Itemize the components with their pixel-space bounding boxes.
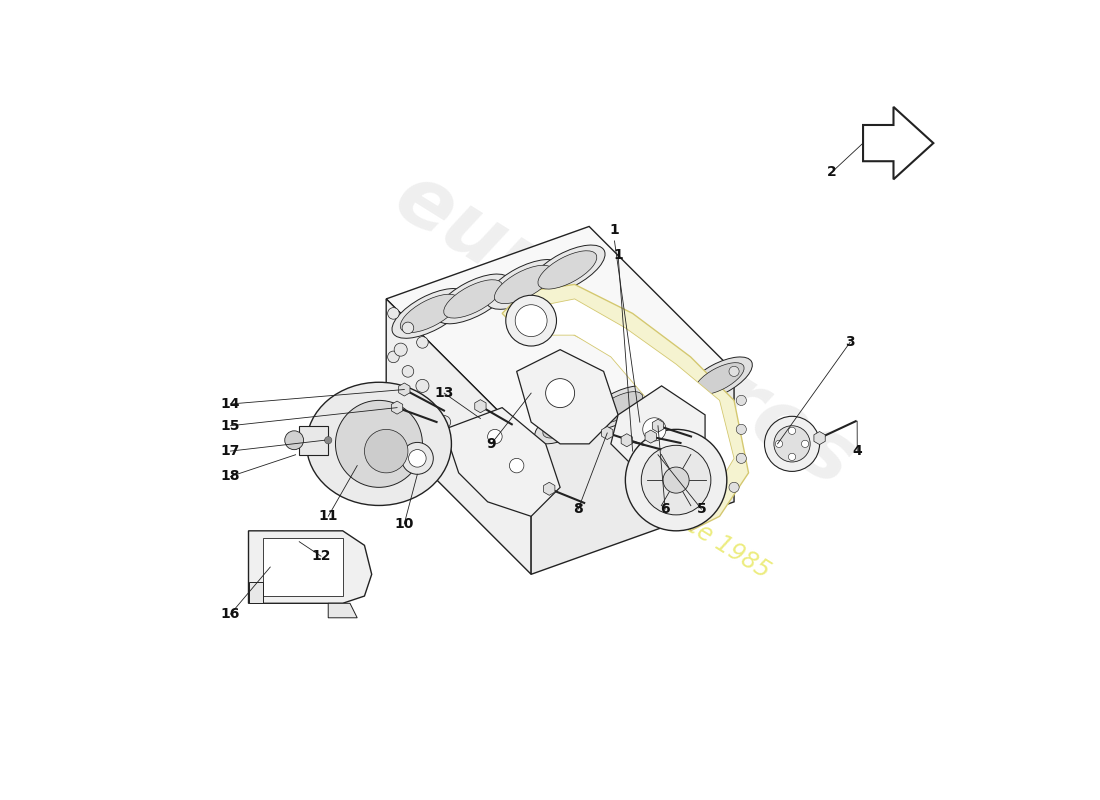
Text: a passion for parts since 1985: a passion for parts since 1985	[460, 373, 774, 582]
Circle shape	[416, 379, 429, 393]
Polygon shape	[263, 538, 343, 596]
Text: 10: 10	[395, 517, 414, 530]
Ellipse shape	[538, 250, 597, 289]
Text: 9: 9	[486, 437, 496, 451]
Polygon shape	[249, 531, 372, 603]
Circle shape	[324, 437, 332, 444]
Text: 5: 5	[696, 502, 706, 516]
Circle shape	[546, 378, 574, 408]
Polygon shape	[386, 226, 734, 444]
Ellipse shape	[585, 386, 651, 430]
Text: 13: 13	[434, 386, 454, 400]
Text: 16: 16	[221, 607, 240, 621]
Circle shape	[776, 440, 782, 447]
Ellipse shape	[686, 357, 752, 400]
Ellipse shape	[443, 280, 503, 318]
Circle shape	[802, 440, 808, 447]
Text: 1: 1	[613, 249, 623, 262]
Text: 14: 14	[221, 397, 240, 411]
Ellipse shape	[436, 274, 510, 324]
Circle shape	[764, 416, 820, 471]
Ellipse shape	[695, 362, 744, 394]
Circle shape	[736, 395, 747, 406]
Text: 12: 12	[311, 549, 331, 563]
Circle shape	[774, 426, 810, 462]
Text: 8: 8	[573, 502, 583, 516]
Text: 11: 11	[319, 510, 338, 523]
Circle shape	[642, 418, 666, 441]
Polygon shape	[517, 350, 618, 444]
Circle shape	[736, 424, 747, 434]
Polygon shape	[444, 408, 560, 516]
Polygon shape	[502, 285, 749, 531]
Polygon shape	[531, 371, 734, 574]
Ellipse shape	[636, 371, 702, 415]
Circle shape	[387, 308, 399, 319]
Circle shape	[515, 305, 547, 337]
Text: eurospares: eurospares	[379, 156, 869, 504]
Ellipse shape	[486, 259, 562, 310]
Polygon shape	[328, 603, 358, 618]
Circle shape	[729, 366, 739, 377]
Ellipse shape	[542, 406, 592, 438]
Circle shape	[487, 430, 502, 444]
Circle shape	[789, 454, 795, 461]
Polygon shape	[249, 582, 263, 603]
Polygon shape	[610, 386, 705, 480]
Text: 6: 6	[660, 502, 670, 516]
Circle shape	[729, 482, 739, 493]
Text: 2: 2	[827, 165, 837, 179]
Circle shape	[509, 458, 524, 473]
Ellipse shape	[530, 245, 605, 295]
Ellipse shape	[594, 392, 642, 423]
Circle shape	[506, 295, 557, 346]
Circle shape	[387, 351, 399, 362]
Ellipse shape	[400, 294, 459, 333]
Circle shape	[641, 446, 711, 515]
Polygon shape	[531, 299, 734, 509]
Text: 1: 1	[609, 223, 619, 237]
Circle shape	[625, 430, 727, 531]
Text: 3: 3	[845, 335, 855, 350]
Circle shape	[403, 322, 414, 334]
Circle shape	[336, 400, 422, 487]
Ellipse shape	[645, 377, 693, 409]
Polygon shape	[864, 107, 933, 179]
Circle shape	[736, 454, 747, 463]
Circle shape	[364, 430, 408, 473]
Circle shape	[402, 442, 433, 474]
Ellipse shape	[495, 266, 553, 303]
Circle shape	[663, 467, 689, 493]
Polygon shape	[386, 299, 531, 574]
Circle shape	[417, 337, 428, 348]
Circle shape	[789, 427, 795, 434]
Circle shape	[438, 415, 451, 429]
Text: 17: 17	[221, 444, 240, 458]
Text: 15: 15	[221, 418, 240, 433]
Circle shape	[394, 343, 407, 356]
Text: 18: 18	[221, 470, 240, 483]
Ellipse shape	[535, 401, 601, 444]
Polygon shape	[299, 426, 328, 454]
Ellipse shape	[307, 382, 451, 506]
Text: 4: 4	[852, 444, 862, 458]
Circle shape	[285, 431, 304, 450]
Circle shape	[408, 450, 426, 467]
Ellipse shape	[392, 289, 468, 338]
Circle shape	[466, 445, 480, 458]
Circle shape	[403, 366, 414, 377]
